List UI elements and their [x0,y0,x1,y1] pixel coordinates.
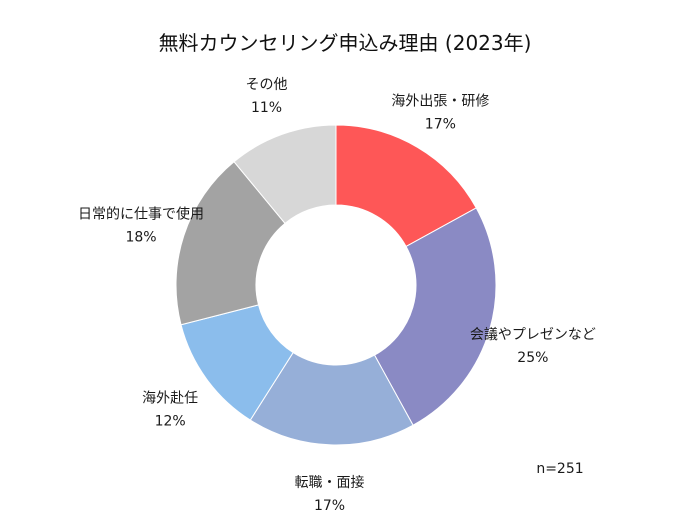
slice-value-1: 25% [517,350,548,366]
slice-value-0: 17% [425,117,456,133]
slice-value-2: 17% [314,498,345,514]
slice-label-4: 日常的に仕事で使用 [78,206,204,223]
slice-value-3: 12% [155,413,186,429]
slice-label-5: その他 [246,77,288,93]
slice-0 [335,124,477,248]
slice-2 [249,351,414,446]
slice-label-2: 転職・面接 [295,474,365,491]
slices-group [175,124,497,446]
slice-label-0: 海外出張・研修 [391,94,489,110]
slice-4 [175,161,286,326]
labels-group: 海外出張・研修 17% 会議やプレゼンなど 25% 転職・面接 17% 海外赴任 12% 日常的… [78,77,596,514]
slice-value-5: 11% [251,100,282,116]
slice-label-3: 海外赴任 [142,390,198,406]
slice-5 [233,124,337,225]
sample-size-note: n=251 [536,461,583,477]
slice-label-1: 会議やプレゼンなど [470,326,596,343]
chart-title: 無料カウンセリング申込み理由 (2023年) [159,31,532,55]
slice-1 [373,207,497,426]
slice-value-4: 18% [125,230,156,246]
